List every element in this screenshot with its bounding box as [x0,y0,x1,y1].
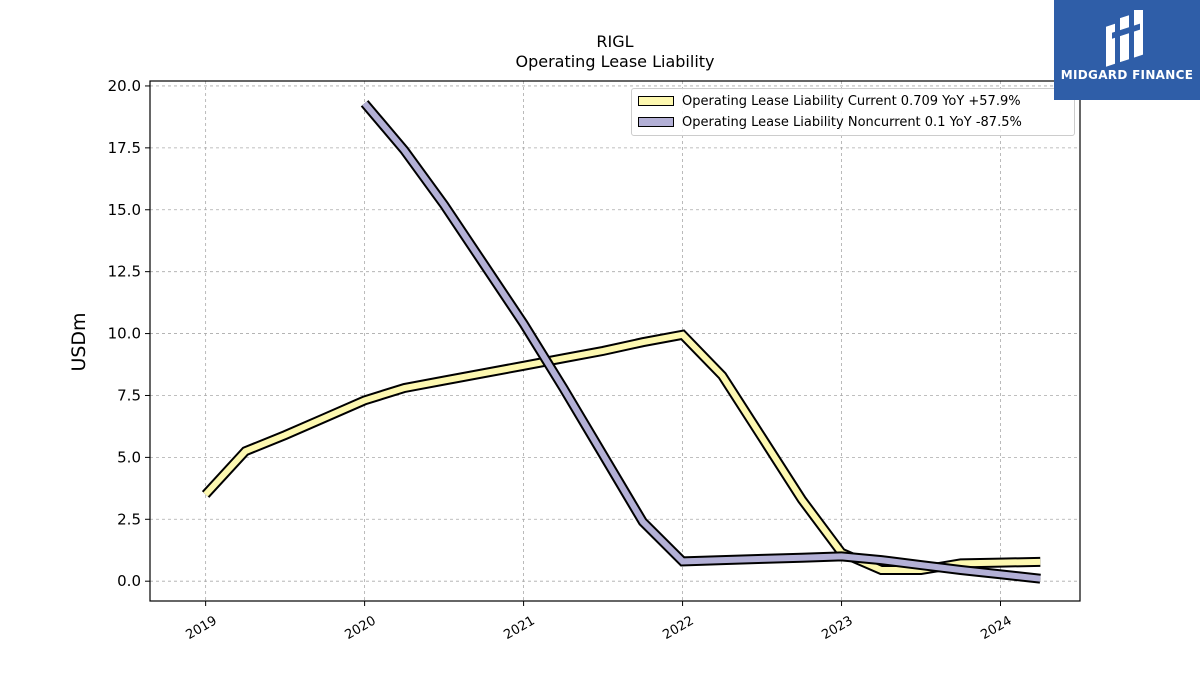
series-outline-1 [360,100,1041,584]
series-line-1 [362,101,1041,582]
x-axis: 2019 2020 2021 2022 2023 2024 [183,601,1015,643]
legend-swatch-current [638,96,674,106]
logo-mark-icon [1106,10,1143,67]
series-layer [201,100,1041,584]
series-line-0 [203,331,1041,573]
x-tick-label: 2020 [342,613,378,643]
x-tick-label: 2023 [819,613,855,643]
grid-lines [150,81,1080,601]
y-tick-label: 0.0 [117,572,141,590]
chart-legend: Operating Lease Liability Current 0.709 … [631,88,1075,136]
y-tick-label: 7.5 [117,386,141,404]
logo-text: MIDGARD FINANCE [1060,68,1194,82]
y-tick-label: 15.0 [108,201,141,219]
chart-title: RIGL [596,32,634,51]
chart-subtitle: Operating Lease Liability [515,52,715,71]
legend-swatch-noncurrent [638,117,674,127]
legend-label-current: Operating Lease Liability Current 0.709 … [682,93,1021,109]
y-axis-label: USDm [68,312,90,371]
x-tick-label: 2022 [660,613,696,643]
legend-item-current: Operating Lease Liability Current 0.709 … [638,91,1021,111]
legend-item-noncurrent: Operating Lease Liability Noncurrent 0.1… [638,112,1022,132]
x-tick-label: 2021 [501,613,537,643]
y-tick-label: 5.0 [117,448,141,466]
legend-label-noncurrent: Operating Lease Liability Noncurrent 0.1… [682,114,1022,130]
y-axis: 0.0 2.5 5.0 7.5 10.0 12.5 15.0 17.5 20.0 [108,77,150,590]
y-tick-label: 17.5 [108,139,141,157]
y-tick-label: 12.5 [108,263,141,281]
y-tick-label: 20.0 [108,77,141,95]
x-tick-label: 2024 [978,613,1014,643]
y-tick-label: 10.0 [108,325,141,343]
x-tick-label: 2019 [183,613,219,643]
brand-logo: MIDGARD FINANCE [1054,0,1200,100]
series-outline-0 [201,329,1041,575]
y-tick-label: 2.5 [117,510,141,528]
plot-frame [149,80,1081,602]
